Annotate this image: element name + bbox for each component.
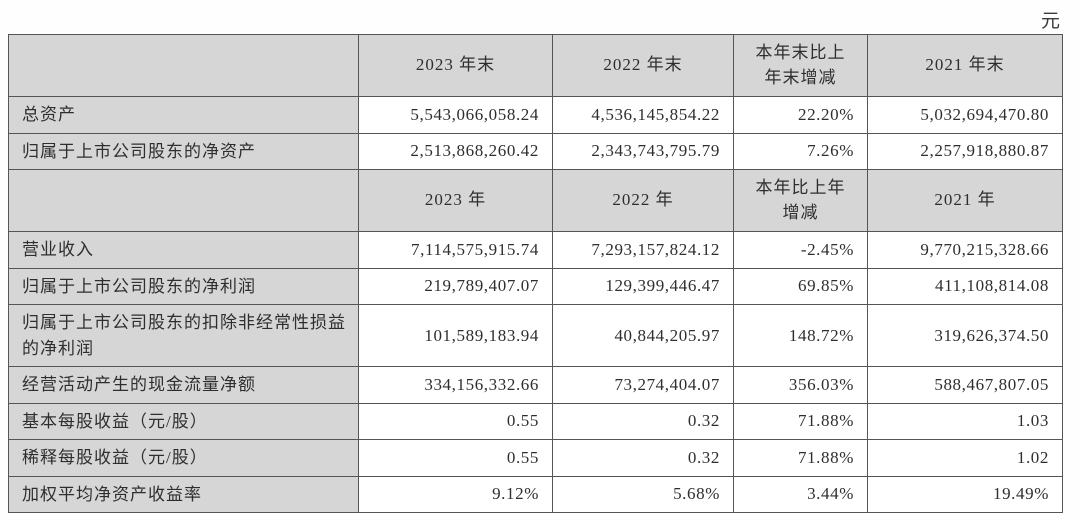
value-cell: 7,114,575,915.74 [358,231,553,269]
column-header-cell: 2021 年末 [867,34,1063,97]
table-row: 加权平均净资产收益率 9.12% 5.68% 3.44% 19.49% [8,475,1063,513]
table-header-row: 2023 年末 2022 年末 本年末比上 年末增减 2021 年末 [8,34,1063,97]
value-cell: 3.44% [733,475,868,513]
column-header-cell: 本年比上年 增减 [733,169,868,232]
table-row: 经营活动产生的现金流量净额 334,156,332.66 73,274,404.07… [8,366,1063,404]
column-header-cell: 2023 年末 [358,34,553,97]
value-cell: 2,343,743,795.79 [552,132,734,170]
row-label-cell: 基本每股收益（元/股） [8,402,359,440]
financial-table-body: 2023 年末 2022 年末 本年末比上 年末增减 2021 年末 总资产 5,543,… [8,34,1063,513]
value-cell: 101,589,183.94 [358,304,553,367]
value-cell: 0.55 [358,402,553,440]
value-cell: 69.85% [733,267,868,305]
value-cell: 5,543,066,058.24 [358,96,553,134]
value-cell: -2.45% [733,231,868,269]
value-cell: 0.32 [552,439,734,477]
row-label-cell: 归属于上市公司股东的净利润 [8,267,359,305]
value-cell: 319,626,374.50 [867,304,1063,367]
table-row: 归属于上市公司股东的扣除非经常性损益的净利润 101,589,183.94 40,8… [8,304,1063,367]
value-cell: 356.03% [733,366,868,404]
value-cell: 71.88% [733,402,868,440]
unit-label: 元 [1040,11,1060,32]
row-label-cell: 归属于上市公司股东的净资产 [8,132,359,170]
value-cell: 40,844,205.97 [552,304,734,367]
value-cell: 148.72% [733,304,868,367]
column-header-cell: 2022 年末 [552,34,734,97]
row-label-cell: 归属于上市公司股东的扣除非经常性损益的净利润 [8,304,359,367]
table-row: 归属于上市公司股东的净利润 219,789,407.07 129,399,446.4… [8,267,1063,305]
value-cell: 2,257,918,880.87 [867,132,1063,170]
value-cell: 0.55 [358,439,553,477]
value-cell: 219,789,407.07 [358,267,553,305]
financial-summary-table: 2023 年末 2022 年末 本年末比上 年末增减 2021 年末 总资产 5,543,… [8,34,1063,513]
row-label-cell: 经营活动产生的现金流量净额 [8,366,359,404]
value-cell: 22.20% [733,96,868,134]
value-cell: 1.02 [867,439,1063,477]
value-cell: 5,032,694,470.80 [867,96,1063,134]
value-cell: 9.12% [358,475,553,513]
value-cell: 2,513,868,260.42 [358,132,553,170]
value-cell: 1.03 [867,402,1063,440]
column-header-cell: 2023 年 [358,169,553,232]
header-corner-cell [8,169,359,232]
value-cell: 5.68% [552,475,734,513]
value-cell: 0.32 [552,402,734,440]
table-row: 营业收入 7,114,575,915.74 7,293,157,824.12 -2.4… [8,231,1063,269]
value-cell: 334,156,332.66 [358,366,553,404]
table-row: 归属于上市公司股东的净资产 2,513,868,260.42 2,343,743,7… [8,132,1063,170]
value-cell: 4,536,145,854.22 [552,96,734,134]
row-label-cell: 加权平均净资产收益率 [8,475,359,513]
row-label-cell: 总资产 [8,96,359,134]
column-header-cell: 2022 年 [552,169,734,232]
value-cell: 588,467,807.05 [867,366,1063,404]
header-corner-cell [8,34,359,97]
value-cell: 411,108,814.08 [867,267,1063,305]
value-cell: 19.49% [867,475,1063,513]
value-cell: 9,770,215,328.66 [867,231,1063,269]
value-cell: 73,274,404.07 [552,366,734,404]
column-header-cell: 本年末比上 年末增减 [733,34,868,97]
value-cell: 7,293,157,824.12 [552,231,734,269]
value-cell: 7.26% [733,132,868,170]
table-header-row: 2023 年 2022 年本年比上年 增减 2021 年 [8,169,1063,232]
table-row: 稀释每股收益（元/股） 0.55 0.32 71.88% 1.02 [8,439,1063,477]
column-header-cell: 2021 年 [867,169,1063,232]
table-row: 基本每股收益（元/股） 0.55 0.32 71.88% 1.03 [8,402,1063,440]
value-cell: 129,399,446.47 [552,267,734,305]
row-label-cell: 营业收入 [8,231,359,269]
value-cell: 71.88% [733,439,868,477]
table-row: 总资产 5,543,066,058.24 4,536,145,854.22 22.20… [8,96,1063,134]
row-label-cell: 稀释每股收益（元/股） [8,439,359,477]
